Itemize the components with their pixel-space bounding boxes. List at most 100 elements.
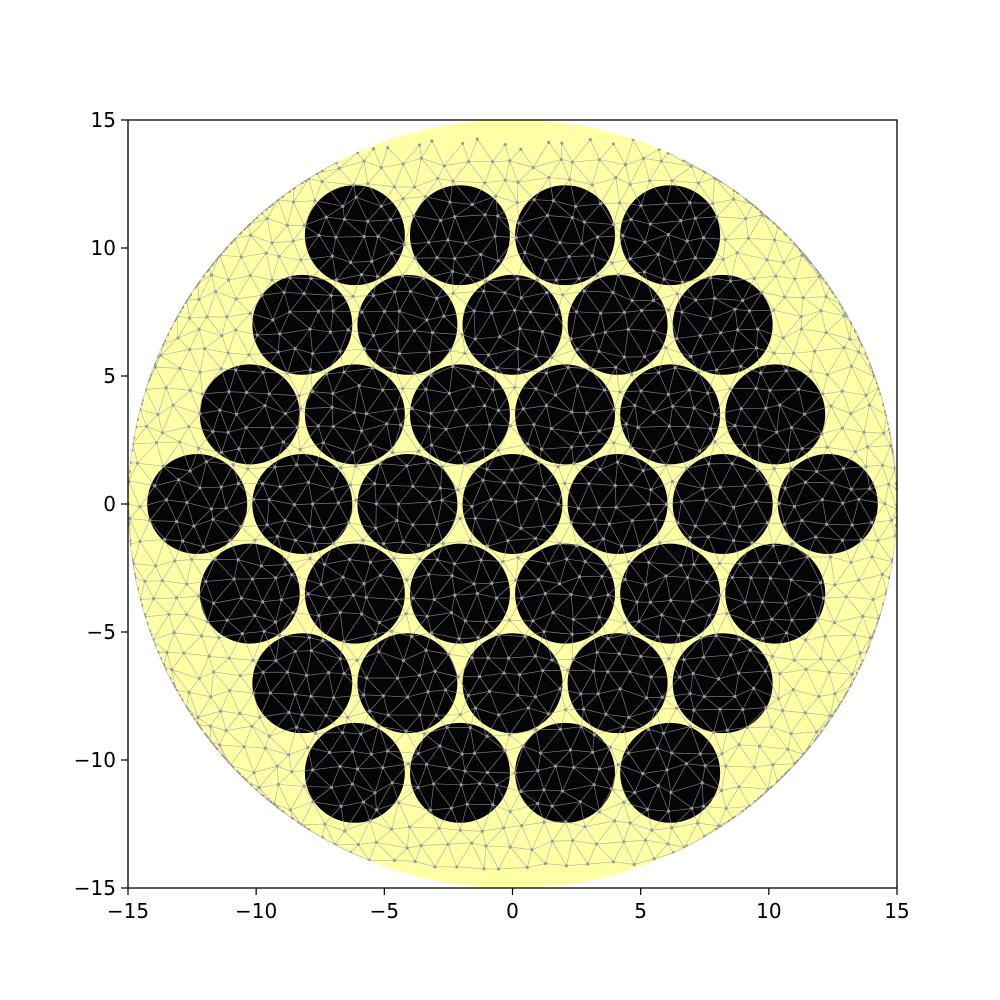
mesh-node (393, 290, 397, 294)
mesh-node (348, 260, 353, 264)
mesh-node (392, 858, 397, 862)
mesh-node (296, 821, 300, 825)
mesh-node (649, 488, 653, 492)
mesh-node (570, 160, 575, 164)
mesh-node (765, 790, 769, 794)
mesh-node (424, 648, 428, 652)
mesh-node (213, 557, 217, 561)
mesh-node (201, 545, 205, 549)
mesh-node (764, 705, 768, 710)
mesh-node (187, 316, 192, 320)
mesh-node (765, 258, 769, 262)
mesh-node (840, 389, 844, 393)
inclusion-circle (357, 633, 458, 734)
mesh-node (707, 350, 711, 354)
mesh-node (238, 674, 242, 678)
mesh-node (594, 842, 599, 846)
mesh-node (211, 429, 215, 434)
mesh-node (792, 504, 796, 509)
mesh-node (254, 788, 258, 792)
mesh-node (570, 838, 575, 843)
mesh-node (694, 298, 698, 302)
mesh-node (789, 578, 793, 582)
mesh-node (530, 848, 534, 852)
mesh-node (361, 538, 365, 542)
mesh-node (204, 460, 208, 464)
mesh-node (170, 668, 174, 672)
mesh-node (857, 335, 861, 339)
mesh-node (503, 142, 507, 147)
mesh-node (888, 575, 892, 579)
mesh-node (148, 518, 152, 523)
mesh-node (485, 734, 489, 738)
mesh-node (185, 612, 189, 617)
mesh-node (750, 541, 754, 545)
mesh-node (832, 620, 836, 625)
mesh-node (251, 691, 256, 695)
mesh-node (628, 821, 632, 825)
mesh-node (283, 412, 288, 416)
mesh-node (174, 596, 179, 600)
mesh-node (487, 689, 492, 693)
mesh-node (563, 708, 568, 712)
mesh-node (889, 518, 894, 522)
mesh-node (401, 540, 405, 544)
mesh-node (692, 406, 696, 410)
mesh-node (273, 620, 278, 624)
mesh-node (825, 522, 829, 526)
mesh-node (412, 213, 416, 218)
inclusion-circle (462, 633, 563, 734)
mesh-node (841, 306, 845, 310)
mesh-node (370, 259, 374, 264)
mesh-node (879, 392, 883, 396)
mesh-node (754, 500, 758, 504)
mesh-node (691, 671, 695, 676)
mesh-node (231, 462, 235, 467)
mesh-node (748, 804, 752, 808)
mesh-node (217, 636, 221, 640)
mesh-node (283, 518, 287, 523)
mesh-node (723, 237, 727, 242)
mesh-node (311, 768, 315, 772)
mesh-node (550, 355, 554, 360)
mesh-node (374, 808, 379, 812)
mesh-node (464, 241, 468, 245)
mesh-node (784, 601, 788, 605)
mesh-node (446, 238, 450, 242)
mesh-node (248, 311, 252, 315)
mesh-node (390, 629, 394, 633)
mesh-node (520, 824, 524, 828)
mesh-node (720, 752, 724, 756)
mesh-node (163, 667, 168, 672)
mesh-node (570, 410, 574, 414)
mesh-node (534, 497, 539, 501)
mesh-node (670, 826, 674, 830)
mesh-node (777, 778, 782, 783)
mesh-node (448, 348, 452, 352)
mesh-node (234, 297, 238, 301)
mesh-node (351, 183, 356, 187)
mesh-node (347, 521, 351, 525)
mesh-node (336, 501, 340, 505)
mesh-node (197, 446, 201, 450)
mesh-node (160, 579, 164, 583)
mesh-node (600, 574, 604, 578)
mesh-node (768, 576, 773, 580)
mesh-node (226, 351, 230, 355)
mesh-node (717, 677, 721, 681)
mesh-node (628, 182, 632, 187)
mesh-node (540, 330, 545, 334)
mesh-node (374, 526, 378, 530)
mesh-node (597, 505, 601, 510)
mesh-node (417, 449, 421, 453)
mesh-node (867, 403, 872, 407)
mesh-node (187, 709, 191, 713)
mesh-node (543, 861, 548, 866)
mesh-node (569, 337, 573, 341)
mesh-node (544, 371, 549, 375)
mesh-node (178, 440, 182, 444)
mesh-node (724, 764, 728, 768)
mesh-node (758, 744, 762, 748)
mesh-node (207, 654, 211, 658)
mesh-node (838, 301, 843, 306)
